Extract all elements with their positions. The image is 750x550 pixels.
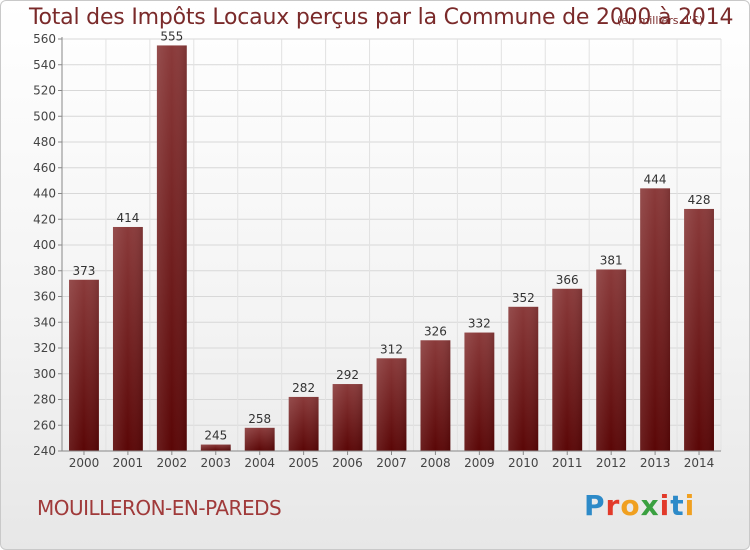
logo-letter: i (659, 489, 671, 522)
bar-shine (376, 358, 407, 451)
y-tick-label: 260 (33, 418, 56, 432)
x-tick-label: 2011 (552, 456, 583, 470)
x-tick-label: 2006 (332, 456, 363, 470)
bar-shine (244, 427, 275, 451)
data-label: 312 (380, 342, 403, 356)
data-label: 326 (424, 324, 447, 338)
y-tick-label: 240 (33, 444, 56, 458)
bar-shine (508, 306, 539, 451)
bar-shine (552, 288, 583, 451)
data-label: 444 (644, 172, 667, 186)
x-tick-label: 2008 (420, 456, 451, 470)
y-tick-label: 560 (33, 32, 56, 46)
data-label: 366 (556, 273, 579, 287)
bar-shine (156, 45, 187, 451)
data-label: 352 (512, 291, 535, 305)
commune-name: MOUILLERON-EN-PAREDS (37, 496, 282, 520)
y-tick-label: 360 (33, 290, 56, 304)
labels: 240 260 280 300 320 340 360 380 400 420 440 460 480 5… (33, 29, 714, 470)
y-tick-label: 460 (33, 161, 56, 175)
x-tick-label: 2010 (508, 456, 539, 470)
bar-shine (112, 226, 143, 451)
y-tick-label: 480 (33, 135, 56, 149)
bar-shine (69, 279, 99, 451)
data-label: 282 (292, 381, 315, 395)
bar-shine (288, 396, 319, 451)
chart-unit: (en milliers d'€) (617, 14, 704, 27)
data-label: 381 (600, 253, 623, 267)
bar-shine (464, 332, 495, 451)
logo-letter: P (584, 489, 606, 522)
data-label: 292 (336, 368, 359, 382)
bar-shine (332, 384, 363, 451)
y-tick-label: 300 (33, 367, 56, 381)
data-label: 555 (160, 29, 183, 43)
axes (58, 37, 721, 455)
x-tick-label: 2005 (288, 456, 319, 470)
data-label: 428 (688, 193, 711, 207)
data-label: 373 (73, 264, 96, 278)
y-tick-label: 340 (33, 315, 56, 329)
x-tick-label: 2012 (596, 456, 627, 470)
chart-title: Total des Impôts Locaux perçus par la Co… (29, 5, 734, 30)
x-tick-label: 2003 (200, 456, 231, 470)
x-tick-label: 2004 (244, 456, 275, 470)
y-tick-label: 320 (33, 341, 56, 355)
y-tick-label: 440 (33, 187, 56, 201)
bar-shine (684, 208, 714, 451)
data-label: 332 (468, 317, 491, 331)
logo-letter: i (684, 489, 696, 522)
logo-letter: r (605, 489, 621, 522)
y-tick-label: 280 (33, 393, 56, 407)
bar-shine (596, 269, 627, 451)
x-tick-label: 2013 (640, 456, 671, 470)
y-tick-label: 540 (33, 58, 56, 72)
bar-shine (640, 188, 671, 451)
bars (69, 45, 714, 451)
y-tick-label: 520 (33, 84, 56, 98)
x-tick-label: 2002 (157, 456, 188, 470)
x-tick-label: 2007 (376, 456, 407, 470)
logo-letter: o (620, 489, 641, 522)
y-tick-label: 380 (33, 264, 56, 278)
bar-shine (200, 444, 231, 451)
logo-letter: x (640, 489, 660, 522)
data-label: 414 (116, 211, 139, 225)
x-tick-label: 2000 (69, 456, 100, 470)
proxiti-logo[interactable]: Proxiti (584, 489, 695, 522)
y-tick-label: 400 (33, 238, 56, 252)
data-label: 245 (204, 429, 227, 443)
x-tick-label: 2009 (464, 456, 495, 470)
x-tick-label: 2014 (684, 456, 715, 470)
y-tick-label: 420 (33, 212, 56, 226)
logo-letter: t (670, 489, 685, 522)
x-tick-label: 2001 (113, 456, 144, 470)
data-label: 258 (248, 412, 271, 426)
y-tick-label: 500 (33, 109, 56, 123)
bar-shine (420, 340, 451, 451)
